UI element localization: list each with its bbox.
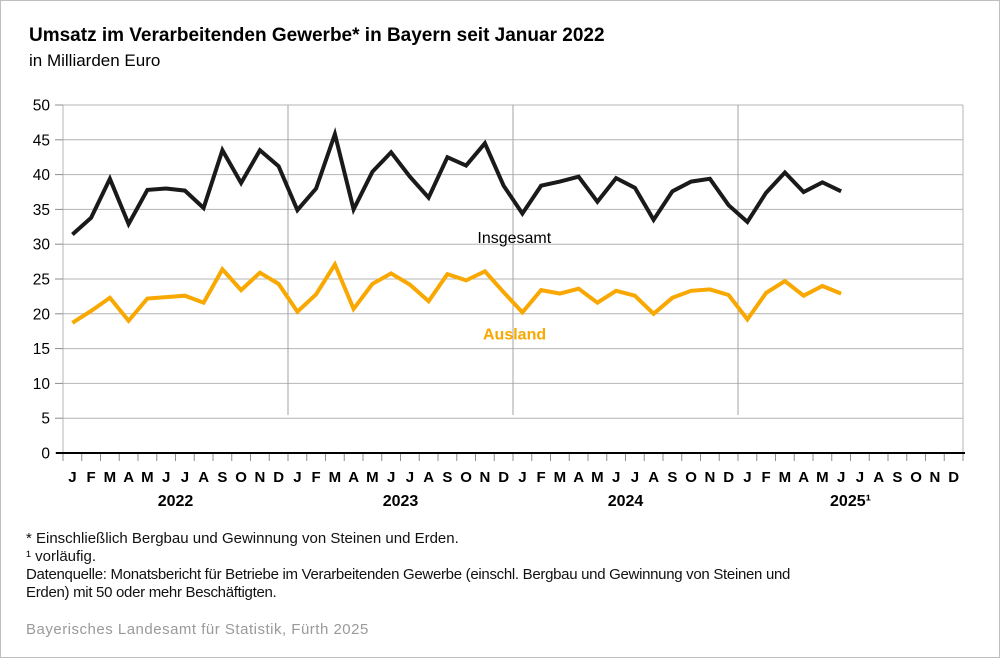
month-label: F xyxy=(312,469,321,486)
month-label: A xyxy=(573,469,584,486)
month-label: A xyxy=(648,469,659,486)
page-subtitle: in Milliarden Euro xyxy=(29,51,161,70)
month-label: S xyxy=(892,469,902,486)
month-label: F xyxy=(762,469,771,486)
month-label: J xyxy=(181,469,189,486)
series-label-insgesamt: Insgesamt xyxy=(477,230,551,247)
series-line-insgesamt xyxy=(71,127,842,236)
year-label: 2022 xyxy=(158,493,194,510)
month-label: F xyxy=(537,469,546,486)
month-label: J xyxy=(162,469,170,486)
y-axis-label: 25 xyxy=(33,272,50,289)
data-source-line2: Erden) mit 50 oder mehr Beschäftigten. xyxy=(26,584,277,601)
month-label: O xyxy=(685,469,697,486)
footnote-provisional: ¹ vorläufig. xyxy=(26,548,97,565)
month-label: J xyxy=(387,469,395,486)
month-label: S xyxy=(442,469,452,486)
month-label: J xyxy=(518,469,526,486)
year-label: 2023 xyxy=(383,493,419,510)
series-line-ausland xyxy=(71,260,842,325)
month-label: M xyxy=(104,469,117,486)
month-label: D xyxy=(273,469,284,486)
month-label: M xyxy=(779,469,792,486)
month-label: S xyxy=(667,469,677,486)
month-label: A xyxy=(798,469,809,486)
month-label: J xyxy=(406,469,414,486)
month-label: S xyxy=(217,469,227,486)
month-label: N xyxy=(704,469,715,486)
y-axis-label: 5 xyxy=(41,411,50,428)
month-label: M xyxy=(816,469,829,486)
year-label: 2025¹ xyxy=(830,493,871,510)
month-label: N xyxy=(479,469,490,486)
y-axis-label: 50 xyxy=(33,98,51,115)
month-label: J xyxy=(837,469,845,486)
month-label: A xyxy=(198,469,209,486)
month-label: O xyxy=(235,469,247,486)
month-label: F xyxy=(87,469,96,486)
month-label: O xyxy=(910,469,922,486)
month-label: D xyxy=(723,469,734,486)
data-source-line1: Datenquelle: Monatsbericht für Betriebe … xyxy=(26,566,791,583)
page-title: Umsatz im Verarbeitenden Gewerbe* in Bay… xyxy=(29,25,605,46)
month-label: M xyxy=(329,469,342,486)
month-label: A xyxy=(348,469,359,486)
footnote-asterisk: * Einschließlich Bergbau und Gewinnung v… xyxy=(26,530,459,547)
month-label: J xyxy=(631,469,639,486)
month-label: M xyxy=(591,469,604,486)
month-label: J xyxy=(743,469,751,486)
month-label: D xyxy=(498,469,509,486)
series-label-ausland: Ausland xyxy=(483,327,546,344)
footnotes-block: * Einschließlich Bergbau und Gewinnung v… xyxy=(26,530,986,602)
month-label: J xyxy=(293,469,301,486)
month-label: J xyxy=(856,469,864,486)
month-label: J xyxy=(612,469,620,486)
y-axis-label: 20 xyxy=(33,306,51,323)
month-label: A xyxy=(873,469,884,486)
y-axis-label: 10 xyxy=(33,376,51,393)
y-axis-label: 35 xyxy=(33,202,50,219)
month-label: M xyxy=(141,469,154,486)
month-label: M xyxy=(366,469,379,486)
y-axis-label: 30 xyxy=(33,237,51,254)
y-axis-label: 15 xyxy=(33,341,50,358)
month-label: N xyxy=(929,469,940,486)
month-label: D xyxy=(948,469,959,486)
y-axis-label: 40 xyxy=(33,167,51,184)
y-axis-label: 45 xyxy=(33,132,50,149)
year-label: 2024 xyxy=(608,493,644,510)
month-label: A xyxy=(423,469,434,486)
month-label: J xyxy=(68,469,76,486)
month-label: N xyxy=(254,469,265,486)
month-label: M xyxy=(554,469,567,486)
y-axis-label: 0 xyxy=(41,446,50,463)
month-label: A xyxy=(123,469,134,486)
month-label: O xyxy=(460,469,472,486)
publisher-credit: Bayerisches Landesamt für Statistik, Für… xyxy=(26,621,369,638)
